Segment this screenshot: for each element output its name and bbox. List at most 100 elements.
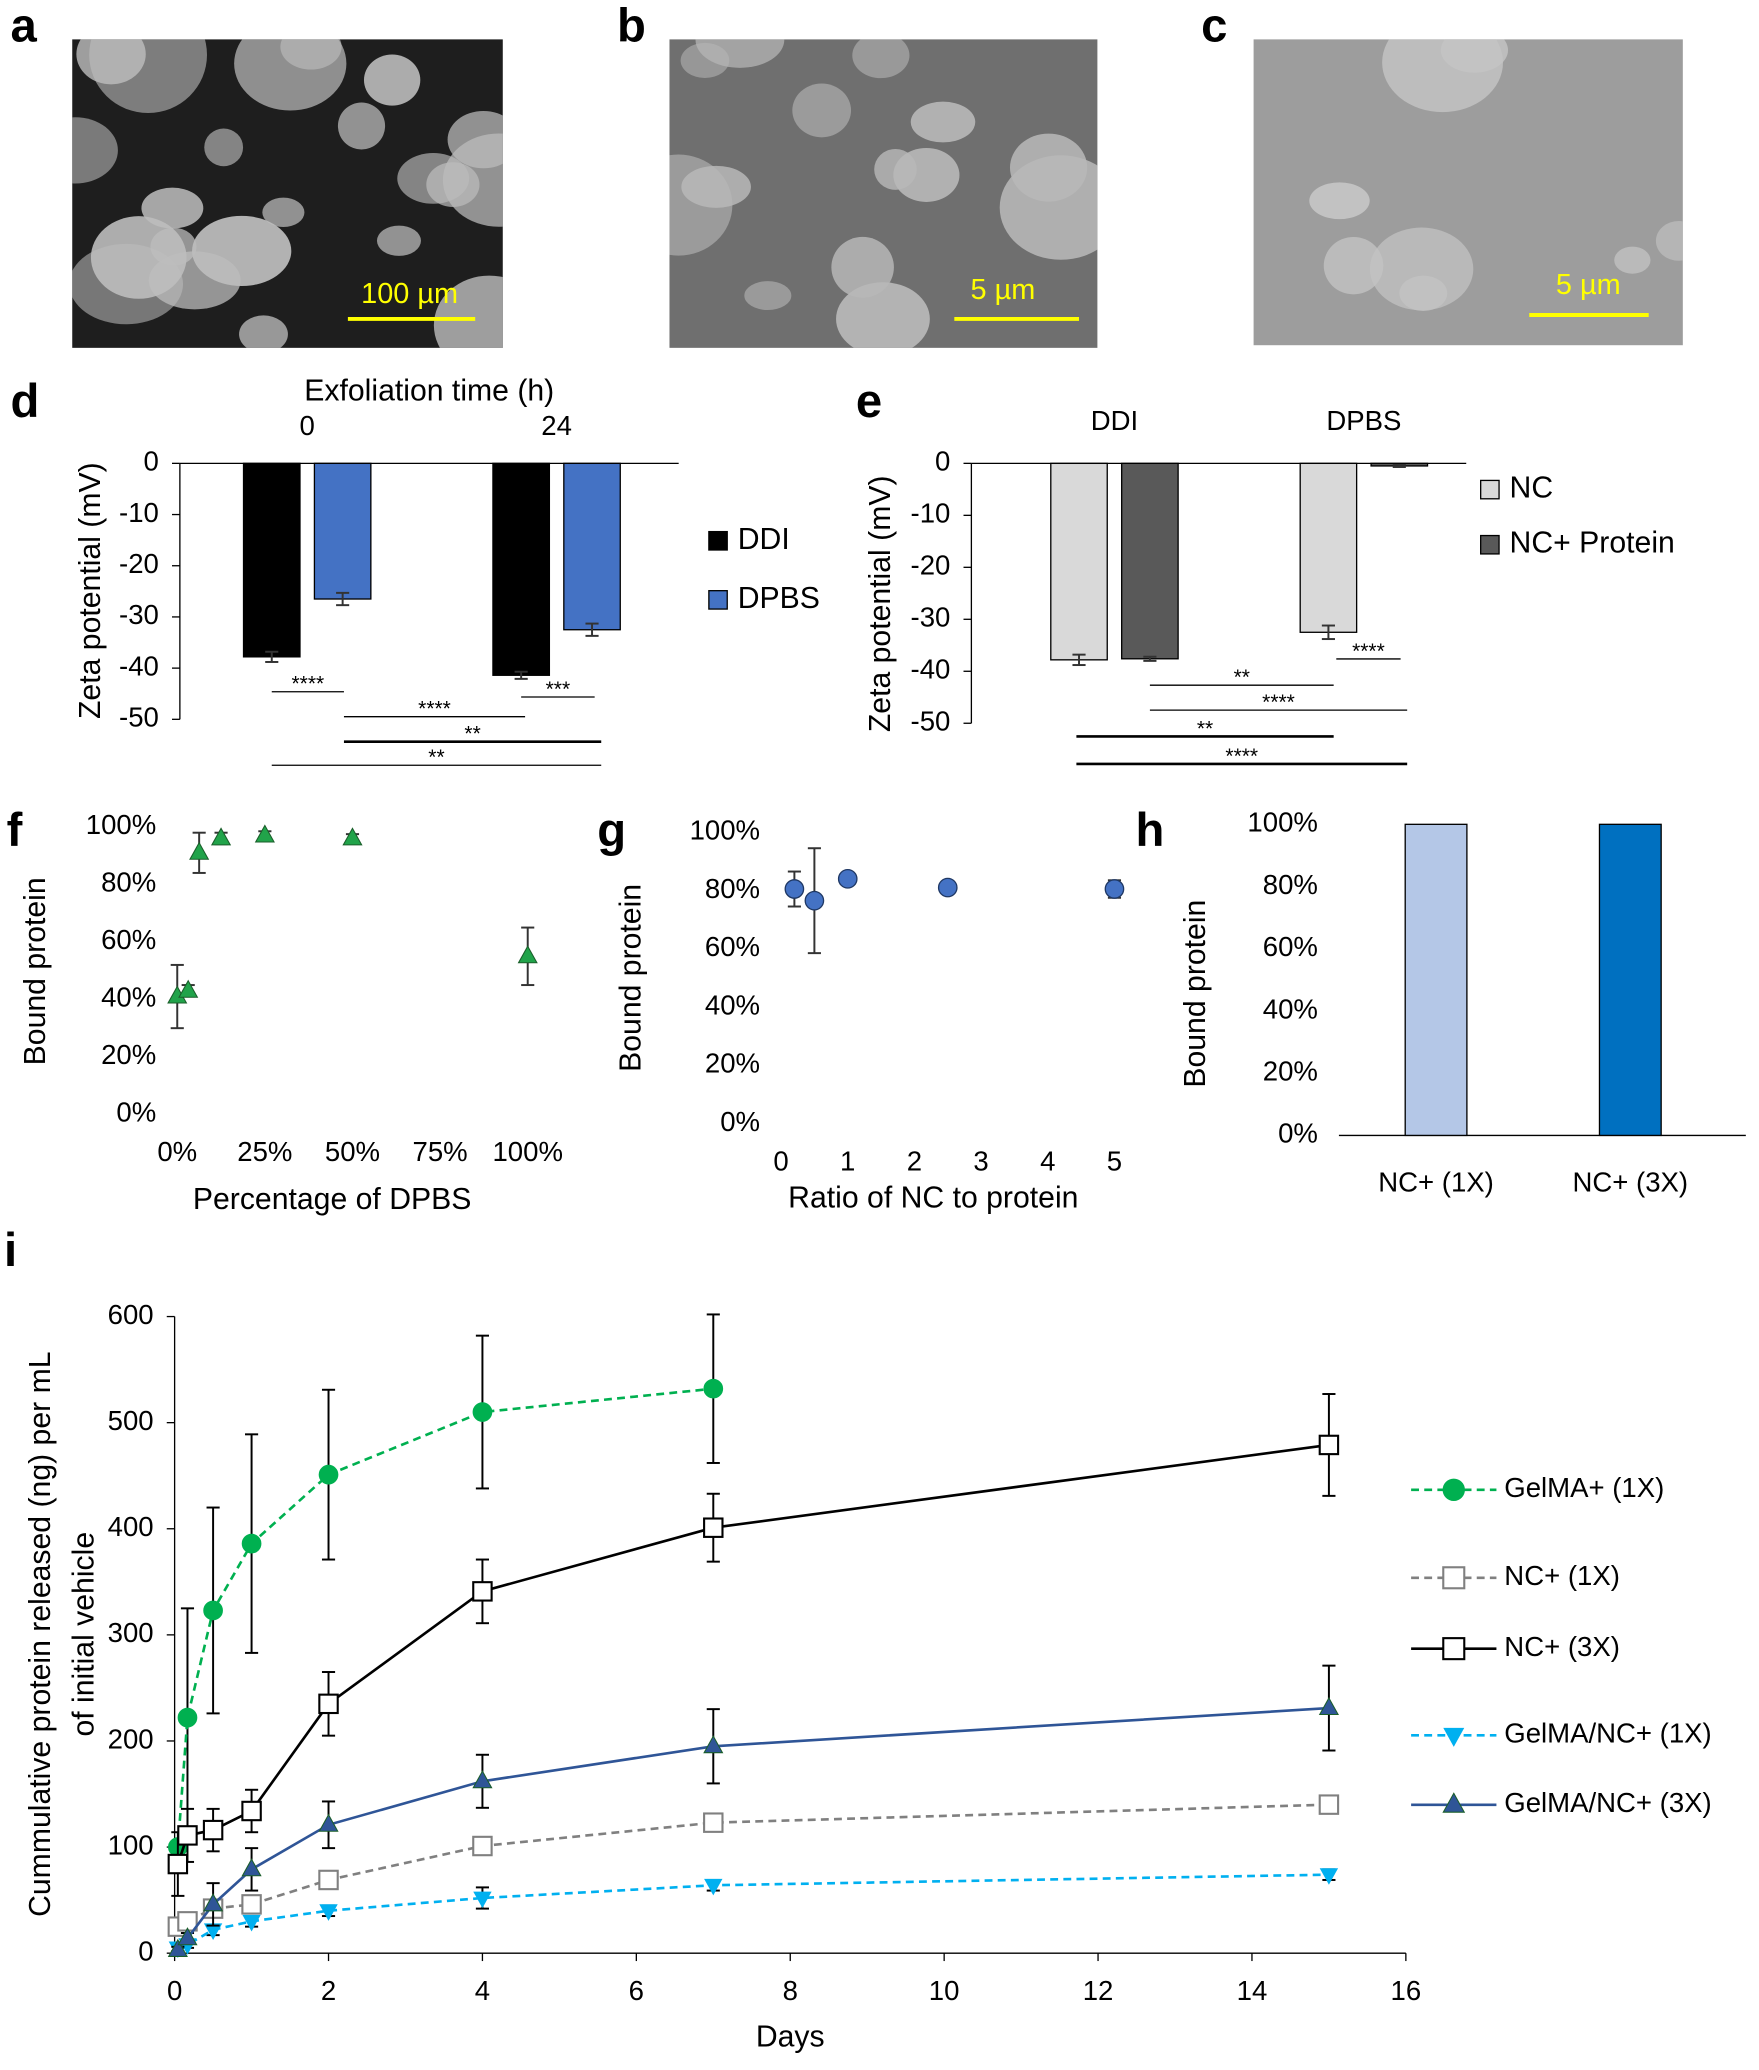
panel-label: c (1201, 0, 1227, 52)
x-axis-title: Days (756, 2020, 825, 2053)
x-tick-label: 50% (325, 1136, 380, 1167)
marker (703, 1735, 724, 1754)
y-tick-label: 60% (101, 924, 156, 955)
y-tick-label: 80% (705, 873, 760, 904)
bar (1121, 462, 1179, 660)
marker (1318, 1434, 1340, 1456)
legend-swatch (1480, 479, 1500, 500)
significance-label: **** (292, 673, 325, 696)
marker (473, 1891, 492, 1909)
marker (241, 1894, 262, 1915)
y-axis-title: Bound protein (615, 884, 648, 1072)
scale-bar-label: 5 µm (1556, 269, 1621, 301)
y-tick-label: -50 (911, 706, 951, 737)
marker (804, 890, 825, 911)
category-label: 24 (541, 410, 572, 441)
particle (433, 275, 503, 348)
error-bar (514, 670, 528, 680)
particle (337, 102, 386, 150)
error-bar (1321, 624, 1335, 641)
marker (241, 1533, 262, 1554)
marker (178, 979, 199, 998)
x-tick-label: 3 (973, 1145, 988, 1176)
y-tick-label: -20 (119, 548, 159, 579)
category-label: DPBS (1326, 405, 1401, 436)
y-tick-label: 40% (101, 982, 156, 1013)
x-tick-label: 4 (1040, 1145, 1055, 1176)
y-tick-label: 0% (116, 1097, 156, 1128)
marker (241, 1858, 262, 1877)
y-tick-label: -40 (911, 654, 951, 685)
x-tick-label: 0% (157, 1136, 197, 1167)
particle (792, 83, 852, 138)
x-tick-label: 2 (907, 1145, 922, 1176)
significance-label: ** (1234, 666, 1250, 689)
y-tick-label: -20 (911, 550, 951, 581)
particle (1369, 227, 1474, 311)
marker (210, 827, 232, 846)
micrograph-texture (669, 39, 1098, 348)
marker (203, 1923, 223, 1940)
marker (318, 1464, 339, 1485)
particle (376, 225, 421, 256)
particle (999, 155, 1098, 260)
particle (744, 281, 792, 311)
significance-label: **** (1262, 691, 1295, 714)
significance-label: **** (1225, 745, 1258, 768)
x-tick-label: 6 (629, 1975, 644, 2006)
y-tick-label: 300 (108, 1617, 154, 1648)
particle (262, 197, 305, 228)
x-tick-label: 16 (1391, 1975, 1422, 2006)
significance-label: *** (546, 678, 571, 701)
category-label: 0 (300, 410, 315, 441)
legend-label: GelMA+ (1X) (1504, 1472, 1664, 1503)
y-tick-label: -40 (119, 650, 159, 681)
y-tick-label: -10 (911, 498, 951, 529)
x-tick-label: 10 (929, 1975, 960, 2006)
y-tick-label: 60% (1263, 931, 1318, 962)
significance-label: ** (428, 746, 444, 769)
marker (703, 1812, 724, 1833)
marker (1442, 1566, 1466, 1590)
marker (937, 877, 958, 898)
legend-label: GelMA/NC+ (1X) (1504, 1718, 1711, 1749)
particle (90, 216, 187, 299)
y-tick-label: -10 (119, 497, 159, 528)
bar (492, 462, 551, 676)
y-tick-label: 20% (705, 1048, 760, 1079)
error-bar (1143, 655, 1157, 662)
particle (239, 315, 288, 348)
particle (1655, 221, 1683, 261)
y-axis-title: Bound protein (19, 877, 52, 1065)
marker (472, 1835, 493, 1857)
y-tick-label: 0% (720, 1106, 760, 1137)
marker (167, 1853, 189, 1875)
y-tick-label: 0% (1278, 1118, 1318, 1149)
x-tick-label: 4 (475, 1975, 490, 2006)
marker (319, 1904, 338, 1921)
category-label: NC+ (3X) (1573, 1166, 1689, 1197)
x-tick-label: 25% (237, 1136, 292, 1167)
marker (703, 1517, 724, 1538)
marker (784, 879, 805, 899)
marker (1319, 1868, 1339, 1885)
marker (242, 1914, 261, 1932)
particle (204, 128, 244, 167)
bar (1598, 823, 1662, 1137)
legend-label: NC+ (3X) (1504, 1631, 1620, 1662)
marker (254, 824, 275, 843)
legend-label: NC+ (1X) (1504, 1560, 1620, 1591)
panel-label: e (856, 375, 882, 428)
particle (363, 54, 421, 106)
marker (1442, 1637, 1466, 1661)
bar (563, 462, 621, 631)
particle (192, 215, 292, 287)
bar (1050, 462, 1108, 661)
panel-label: i (4, 1224, 17, 1277)
particle (1440, 39, 1509, 73)
particle (1614, 246, 1651, 274)
y-tick-label: 500 (108, 1405, 154, 1436)
particle (141, 187, 204, 229)
marker (703, 1378, 724, 1399)
